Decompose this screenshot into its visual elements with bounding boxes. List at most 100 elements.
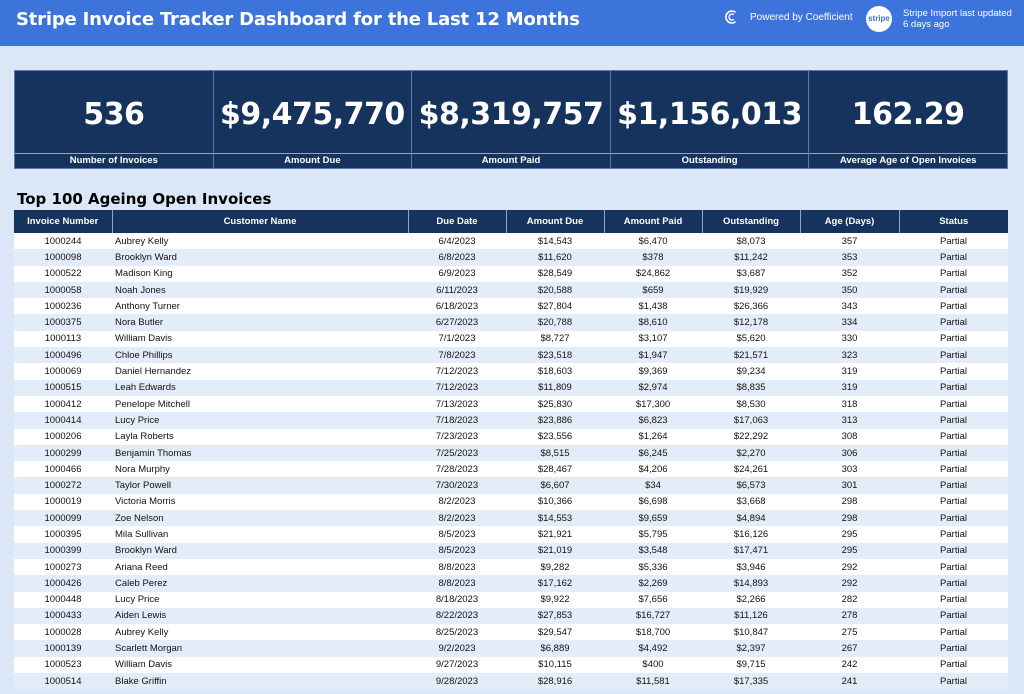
- customer-name-cell: Caleb Perez: [112, 575, 408, 592]
- table-row[interactable]: 1000098 Brooklyn Ward 6/8/2023 $11,620 $378 $…: [14, 249, 1008, 266]
- stripe-logo-badge: stripe: [866, 6, 892, 32]
- table-row[interactable]: 1000139 Scarlett Morgan 9/2/2023 $6,889 $4,4…: [14, 640, 1008, 657]
- table-row[interactable]: 1000515 Leah Edwards 7/12/2023 $11,809 $2,97…: [14, 379, 1008, 396]
- column-header[interactable]: Age (Days): [800, 210, 900, 233]
- outstanding-cell: $16,126: [702, 526, 800, 543]
- status-cell: Partial: [899, 558, 1008, 576]
- outstanding-cell: $21,571: [702, 347, 800, 364]
- table-row[interactable]: 1000448 Lucy Price 8/18/2023 $9,922 $7,656 $2…: [14, 591, 1008, 608]
- table-row[interactable]: 1000414 Lucy Price 7/18/2023 $23,886 $6,823 $…: [14, 412, 1008, 429]
- age-days-cell: 282: [800, 591, 899, 608]
- table-row[interactable]: 1000375 Nora Butler 6/27/2023 $20,788 $8,610…: [14, 314, 1008, 331]
- amount-paid-cell: $9,369: [604, 363, 702, 380]
- amount-paid-cell: $1,947: [604, 347, 702, 364]
- table-row[interactable]: 1000399 Brooklyn Ward 8/5/2023 $21,019 $3,54…: [14, 542, 1008, 559]
- invoice-number-cell: 1000206: [14, 428, 112, 445]
- kpi-amount-paid: $8,319,757 Amount Paid: [411, 70, 610, 169]
- table-row[interactable]: 1000028 Aubrey Kelly 8/25/2023 $29,547 $18,7…: [14, 624, 1008, 641]
- column-header[interactable]: Amount Paid: [604, 210, 703, 233]
- amount-due-cell: $14,543: [506, 233, 604, 250]
- status-cell: Partial: [899, 233, 1008, 250]
- status-cell: Partial: [899, 477, 1008, 494]
- amount-paid-cell: $3,548: [604, 542, 702, 559]
- customer-name-cell: William Davis: [112, 330, 408, 348]
- column-header[interactable]: Invoice Number: [14, 210, 113, 233]
- amount-due-cell: $9,282: [506, 558, 604, 576]
- table-row[interactable]: 1000099 Zoe Nelson 8/2/2023 $14,553 $9,659 $4…: [14, 510, 1008, 527]
- amount-due-cell: $14,553: [506, 510, 604, 527]
- column-header[interactable]: Customer Name: [112, 210, 409, 233]
- age-days-cell: 298: [800, 493, 899, 511]
- age-days-cell: 295: [800, 526, 899, 543]
- outstanding-cell: $11,242: [702, 249, 800, 266]
- age-days-cell: 334: [800, 314, 899, 331]
- status-cell: Partial: [899, 395, 1008, 413]
- due-date-cell: 8/2/2023: [408, 493, 506, 511]
- table-row[interactable]: 1000206 Layla Roberts 7/23/2023 $23,556 $1,2…: [14, 428, 1008, 445]
- due-date-cell: 7/1/2023: [408, 330, 506, 348]
- table-row[interactable]: 1000069 Daniel Hernandez 7/12/2023 $18,603 $…: [14, 363, 1008, 380]
- due-date-cell: 7/12/2023: [408, 379, 506, 396]
- table-row[interactable]: 1000412 Penelope Mitchell 7/13/2023 $25,830…: [14, 395, 1008, 413]
- outstanding-cell: $17,063: [702, 412, 800, 429]
- kpi-label: Outstanding: [610, 153, 809, 168]
- customer-name-cell: Aubrey Kelly: [112, 233, 408, 250]
- table-row[interactable]: 1000496 Chloe Phillips 7/8/2023 $23,518 $1,9…: [14, 347, 1008, 364]
- column-header[interactable]: Outstanding: [702, 210, 801, 233]
- table-row[interactable]: 1000272 Taylor Powell 7/30/2023 $6,607 $34 $6…: [14, 477, 1008, 494]
- table-row[interactable]: 1000244 Aubrey Kelly 6/4/2023 $14,543 $6,470…: [14, 233, 1008, 250]
- amount-paid-cell: $1,264: [604, 428, 702, 445]
- amount-paid-cell: $6,245: [604, 444, 702, 462]
- amount-paid-cell: $6,698: [604, 493, 702, 511]
- table-row[interactable]: 1000514 Blake Griffin 9/28/2023 $28,916 $11,…: [14, 673, 1008, 690]
- customer-name-cell: Aubrey Kelly: [112, 624, 408, 641]
- column-header[interactable]: Amount Due: [506, 210, 605, 233]
- customer-name-cell: Blake Griffin: [112, 673, 408, 690]
- amount-paid-cell: $11,581: [604, 673, 702, 690]
- due-date-cell: 6/11/2023: [408, 281, 506, 299]
- amount-due-cell: $11,809: [506, 379, 604, 396]
- due-date-cell: 7/25/2023: [408, 444, 506, 462]
- table-row[interactable]: 1000113 William Davis 7/1/2023 $8,727 $3,107…: [14, 330, 1008, 348]
- status-cell: Partial: [899, 673, 1008, 690]
- age-days-cell: 242: [800, 656, 899, 674]
- kpi-label: Amount Paid: [412, 153, 610, 168]
- invoice-number-cell: 1000244: [14, 233, 112, 250]
- amount-due-cell: $6,889: [506, 640, 604, 657]
- amount-due-cell: $8,727: [506, 330, 604, 348]
- table-row[interactable]: 1000523 William Davis 9/27/2023 $10,115 $400…: [14, 656, 1008, 674]
- due-date-cell: 6/8/2023: [408, 249, 506, 266]
- kpi-cards: 536 Number of Invoices $9,475,770 Amount…: [14, 70, 1008, 169]
- table-row[interactable]: 1000395 Mila Sullivan 8/5/2023 $21,921 $5,79…: [14, 526, 1008, 543]
- invoice-number-cell: 1000299: [14, 444, 112, 462]
- column-header[interactable]: Status: [899, 210, 1008, 233]
- invoice-number-cell: 1000113: [14, 330, 112, 348]
- table-row[interactable]: 1000522 Madison King 6/9/2023 $28,549 $24,86…: [14, 265, 1008, 282]
- kpi-label: Amount Due: [213, 153, 412, 168]
- table-row[interactable]: 1000273 Ariana Reed 8/8/2023 $9,282 $5,336 $3…: [14, 558, 1008, 576]
- status-cell: Partial: [899, 526, 1008, 543]
- status-cell: Partial: [899, 428, 1008, 445]
- table-row[interactable]: 1000426 Caleb Perez 8/8/2023 $17,162 $2,269 $…: [14, 575, 1008, 592]
- customer-name-cell: Lucy Price: [112, 591, 408, 608]
- table-row[interactable]: 1000019 Victoria Morris 8/2/2023 $10,366 $6,…: [14, 493, 1008, 511]
- column-header[interactable]: Due Date: [408, 210, 507, 233]
- table-row[interactable]: 1000236 Anthony Turner 6/18/2023 $27,804 $1,…: [14, 298, 1008, 315]
- status-cell: Partial: [899, 379, 1008, 396]
- table-row[interactable]: 1000058 Noah Jones 6/11/2023 $20,588 $659 $19…: [14, 281, 1008, 299]
- table-row[interactable]: 1000433 Aiden Lewis 8/22/2023 $27,853 $16,72…: [14, 607, 1008, 625]
- kpi-label: Number of Invoices: [15, 153, 213, 168]
- customer-name-cell: Nora Murphy: [112, 461, 408, 478]
- dashboard-title: Stripe Invoice Tracker Dashboard for the…: [16, 9, 580, 30]
- invoice-number-cell: 1000433: [14, 607, 112, 625]
- amount-due-cell: $20,788: [506, 314, 604, 331]
- table-row[interactable]: 1000466 Nora Murphy 7/28/2023 $28,467 $4,206…: [14, 461, 1008, 478]
- age-days-cell: 357: [800, 233, 899, 250]
- due-date-cell: 8/8/2023: [408, 558, 506, 576]
- amount-due-cell: $29,547: [506, 624, 604, 641]
- table-row[interactable]: 1000299 Benjamin Thomas 7/25/2023 $8,515 $6,…: [14, 444, 1008, 462]
- amount-due-cell: $6,607: [506, 477, 604, 494]
- status-cell: Partial: [899, 510, 1008, 527]
- status-cell: Partial: [899, 607, 1008, 625]
- amount-paid-cell: $6,470: [604, 233, 702, 250]
